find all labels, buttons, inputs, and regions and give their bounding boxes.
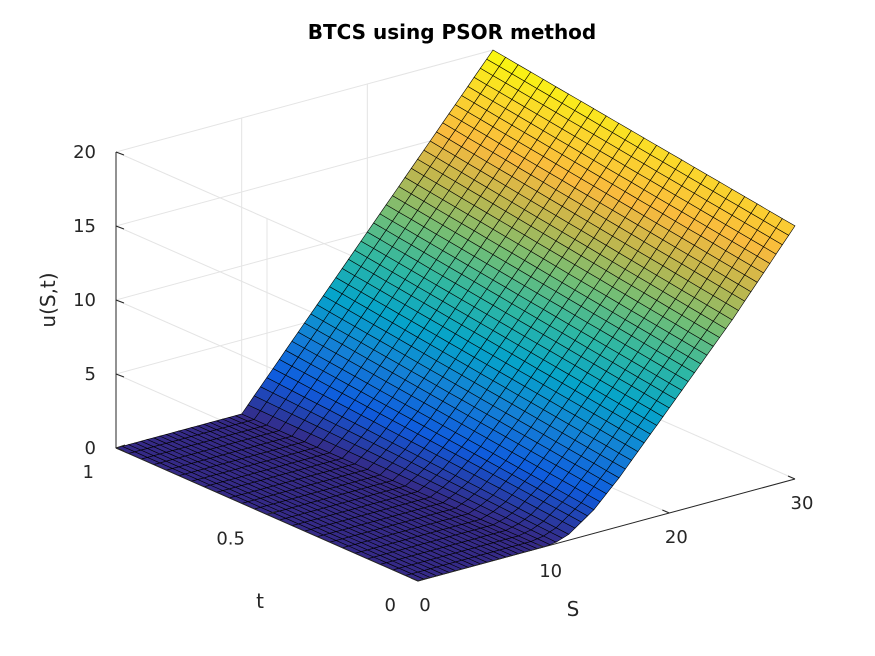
y-axis-label: t (256, 589, 264, 613)
z-tick-mark (115, 373, 125, 378)
z-tick-mark (115, 151, 125, 156)
axes-layer (115, 151, 796, 582)
x-tick-label: 0 (419, 595, 430, 616)
z-tick-label: 10 (73, 290, 96, 311)
y-tick-label: 1 (83, 462, 94, 483)
z-tick-label: 5 (85, 364, 96, 385)
x-tick-mark (787, 475, 796, 480)
z-tick-label: 15 (73, 216, 96, 237)
chart-title: BTCS using PSOR method (308, 20, 597, 44)
z-axis-label: u(S,t) (36, 272, 60, 327)
x-tick-label: 20 (665, 527, 688, 548)
z-tick-mark (115, 447, 125, 452)
y-tick-mark (266, 511, 277, 515)
x-axis-label: S (567, 597, 580, 621)
x-tick-mark (536, 543, 544, 548)
z-tick-label: 0 (85, 438, 96, 459)
grid-line (115, 49, 494, 153)
x-tick-label: 30 (791, 493, 814, 514)
y-tick-label: 0 (385, 595, 396, 616)
x-tick-mark (662, 509, 670, 514)
z-tick-label: 20 (73, 142, 96, 163)
x-tick-label: 10 (539, 561, 562, 582)
x-tick-mark (410, 577, 419, 582)
y-tick-mark (115, 444, 126, 449)
surface-layer (115, 49, 796, 582)
z-tick-mark (115, 225, 125, 230)
x-axis-line (417, 478, 796, 582)
y-tick-label: 0.5 (216, 529, 245, 550)
y-tick-mark (417, 577, 428, 582)
surface-patch (775, 218, 796, 236)
z-tick-mark (115, 299, 125, 304)
